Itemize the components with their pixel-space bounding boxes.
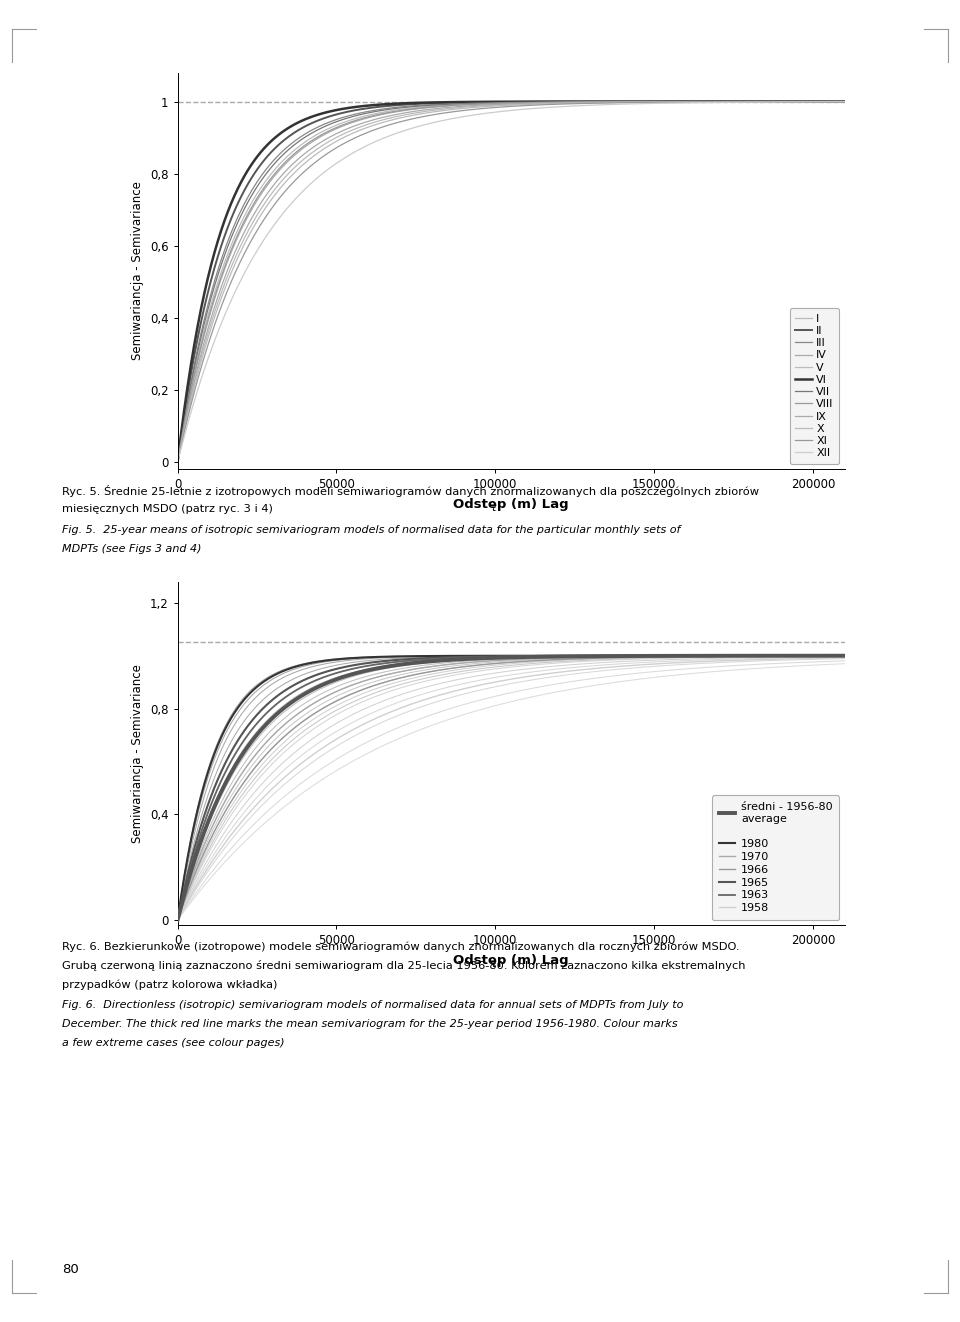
- Text: December. The thick red line marks the mean semivariogram for the 25-year period: December. The thick red line marks the m…: [62, 1018, 678, 1029]
- Legend: I, II, III, IV, V, VI, VII, VIII, IX, X, XI, XII: I, II, III, IV, V, VI, VII, VIII, IX, X,…: [790, 308, 839, 464]
- Text: a few extreme cases (see colour pages): a few extreme cases (see colour pages): [62, 1038, 285, 1047]
- Text: Ryc. 6. Bezkierunkowe (izotropowe) modele semiwariogramów danych znormalizowanyc: Ryc. 6. Bezkierunkowe (izotropowe) model…: [62, 941, 740, 952]
- Text: 80: 80: [62, 1263, 79, 1276]
- Text: Fig. 5.  25-year means of isotropic semivariogram models of normalised data for : Fig. 5. 25-year means of isotropic semiv…: [62, 525, 681, 534]
- Text: przypadków (patrz kolorowa wkładka): przypadków (patrz kolorowa wkładka): [62, 980, 277, 990]
- X-axis label: Odstęp (m) Lag: Odstęp (m) Lag: [453, 954, 569, 968]
- Legend: średni - 1956-80
average, , 1980, 1970, 1966, 1965, 1963, 1958: średni - 1956-80 average, , 1980, 1970, …: [712, 796, 839, 920]
- Text: miesięcznych MSDO (patrz ryc. 3 i 4): miesięcznych MSDO (patrz ryc. 3 i 4): [62, 504, 274, 514]
- Y-axis label: Semiwariancja - Semivariance: Semiwariancja - Semivariance: [132, 664, 144, 843]
- Text: MDPTs (see Figs 3 and 4): MDPTs (see Figs 3 and 4): [62, 543, 202, 554]
- X-axis label: Odstęp (m) Lag: Odstęp (m) Lag: [453, 498, 569, 512]
- Text: Fig. 6.  Directionless (isotropic) semivariogram models of normalised data for a: Fig. 6. Directionless (isotropic) semiva…: [62, 999, 684, 1010]
- Y-axis label: Semiwariancja - Semivariance: Semiwariancja - Semivariance: [132, 181, 144, 361]
- Text: Grubą czerwoną linią zaznaczono średni semiwariogram dla 25-lecia 1956-80. Kolor: Grubą czerwoną linią zaznaczono średni s…: [62, 960, 746, 972]
- Text: Ryc. 5. Średnie 25-letnie z izotropowych modeli semiwariogramów danych znormaliz: Ryc. 5. Średnie 25-letnie z izotropowych…: [62, 485, 759, 497]
